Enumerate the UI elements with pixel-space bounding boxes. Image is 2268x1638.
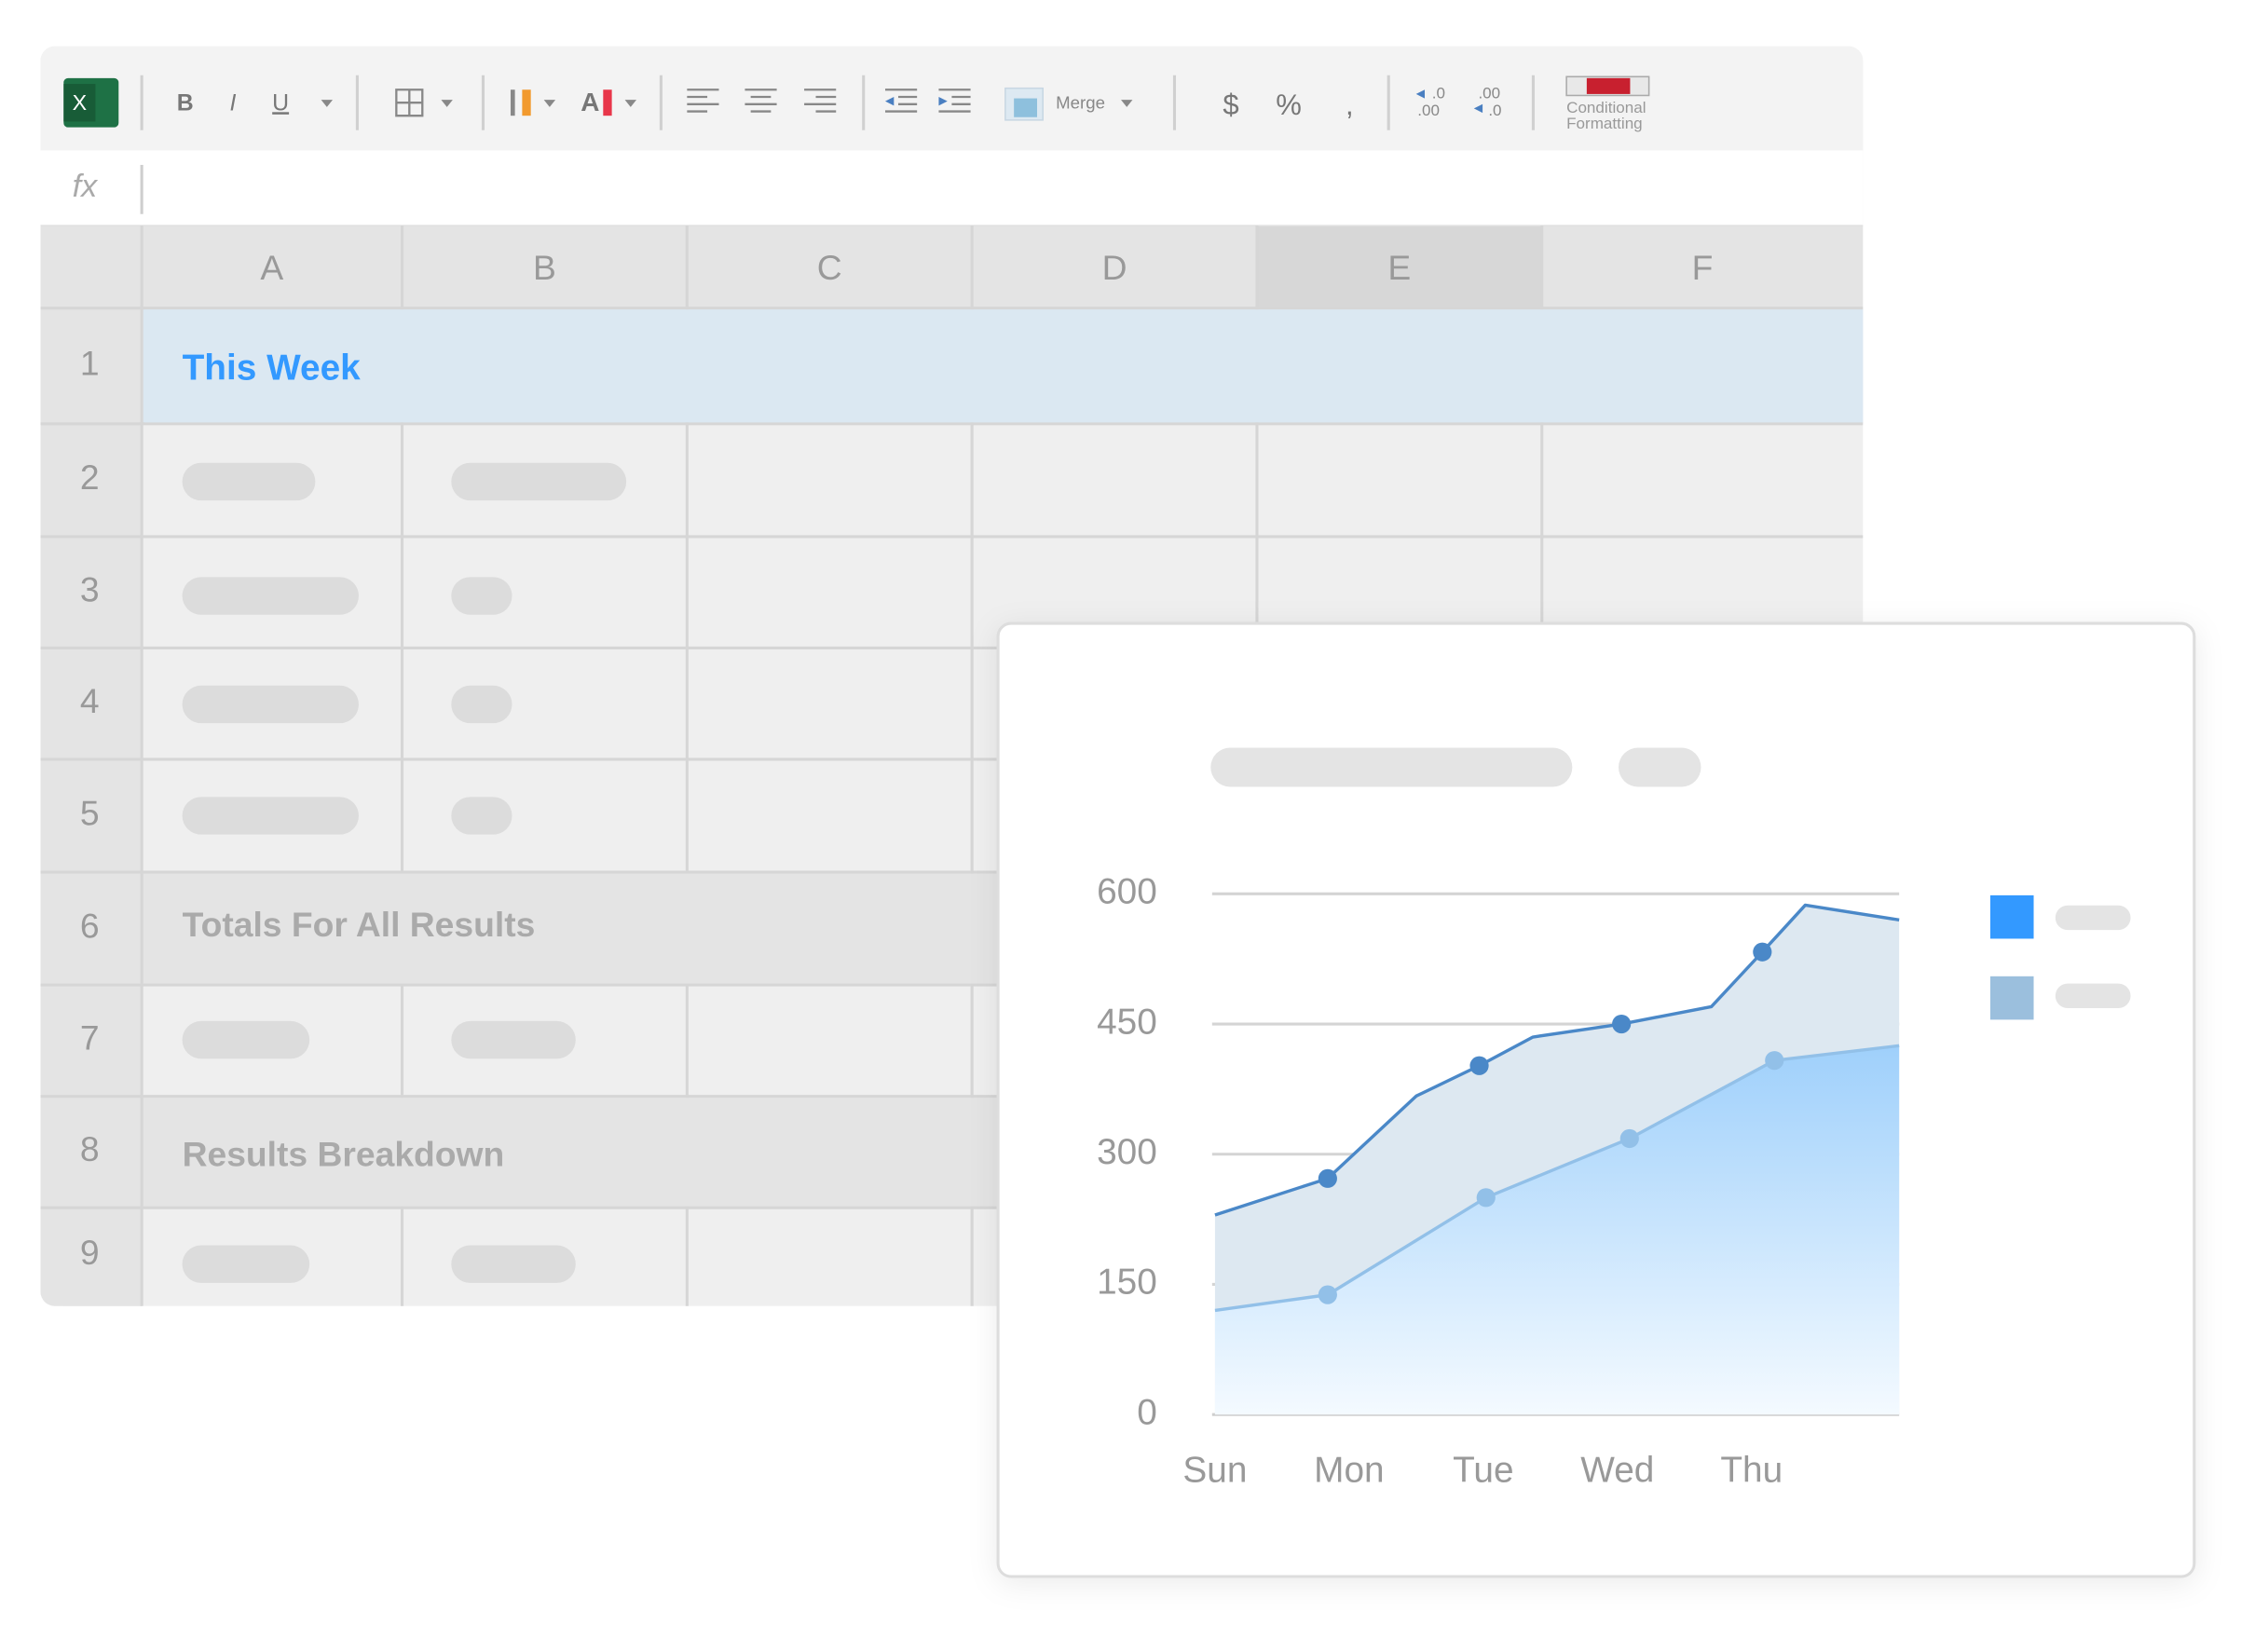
excel-x: X: [73, 90, 88, 115]
row-header: 5: [80, 793, 100, 832]
dropdown-caret: [624, 100, 637, 107]
legend-swatch: [1989, 894, 2034, 939]
toolbar-button[interactable]: ,: [1346, 89, 1354, 121]
dropdown-caret: [543, 100, 556, 107]
row-header: 2: [80, 457, 100, 497]
point: [1753, 942, 1772, 962]
toolbar: [40, 46, 1864, 151]
cell-placeholder: [451, 797, 512, 835]
point: [1469, 1056, 1489, 1075]
line: [1214, 1044, 1900, 1313]
decimal-arrow: [1415, 89, 1426, 99]
point: [1476, 1188, 1496, 1208]
cell-placeholder: [451, 685, 512, 724]
breakdown-label: Results Breakdown: [183, 1135, 505, 1174]
point: [1619, 1128, 1639, 1149]
point: [1612, 1014, 1632, 1034]
merge-label[interactable]: Merge: [1056, 93, 1105, 113]
cell-placeholder: [182, 577, 359, 615]
subtitle-placeholder: [1619, 747, 1701, 787]
cell-placeholder: [182, 797, 359, 835]
point: [1765, 1051, 1784, 1071]
y-tick-label: 300: [1097, 1132, 1157, 1172]
toolbar-button[interactable]: %: [1276, 89, 1302, 121]
column-header-bg: [40, 225, 1864, 308]
increase-decimal: .00: [1417, 102, 1440, 119]
x-tick-label: Wed: [1580, 1450, 1654, 1490]
formula-bar: [40, 150, 1864, 226]
column-header: B: [533, 248, 556, 287]
indent-arrow: [885, 97, 895, 106]
cell-placeholder: [182, 462, 316, 501]
indent-arrow: [938, 97, 948, 106]
toolbar-button[interactable]: I: [229, 90, 236, 116]
row-header: 9: [80, 1233, 100, 1272]
decimal-arrow: [1473, 103, 1483, 114]
cell-placeholder: [182, 1020, 310, 1059]
point: [1318, 1285, 1337, 1304]
y-tick-label: 0: [1137, 1392, 1157, 1432]
excel-icon-x: [63, 84, 96, 122]
x-tick-label: Thu: [1720, 1450, 1783, 1490]
legend-placeholder: [2055, 905, 2131, 931]
row-header: 8: [80, 1129, 100, 1168]
dropdown-caret: [321, 100, 334, 107]
column-header: C: [817, 248, 842, 287]
toolbar-button[interactable]: $: [1223, 89, 1238, 121]
decrease-decimal: .0: [1488, 102, 1501, 119]
y-tick-label: 600: [1097, 872, 1157, 912]
cell-placeholder: [451, 577, 512, 615]
legend-placeholder: [2055, 983, 2131, 1008]
decrease-decimal[interactable]: .00: [1478, 84, 1500, 102]
legend-swatch: [1989, 976, 2034, 1020]
text-color-icon[interactable]: A: [581, 88, 599, 116]
x-tick-label: Tue: [1453, 1450, 1513, 1490]
fx-label: fx: [73, 169, 99, 204]
point: [1318, 1168, 1337, 1188]
column-header: D: [1102, 248, 1127, 287]
area: [1214, 1045, 1900, 1415]
toolbar-button[interactable]: U: [272, 90, 289, 116]
fill-icon[interactable]: [510, 89, 515, 116]
merge-icon-fill: [1014, 98, 1037, 117]
chart-card: 0 150 300 450 600 Sun Mon Tue Wed Thu: [996, 621, 2196, 1578]
x-tick-label: Sun: [1182, 1450, 1247, 1490]
cell-placeholder: [182, 1245, 310, 1283]
cell-placeholder: [451, 1245, 576, 1283]
y-tick-label: 450: [1097, 1002, 1157, 1042]
cf-label: Formatting: [1566, 115, 1643, 132]
increase-decimal[interactable]: .0: [1432, 84, 1445, 102]
y-tick-label: 150: [1097, 1263, 1157, 1303]
column-header: E: [1387, 248, 1411, 287]
totals-label: Totals For All Results: [183, 905, 536, 944]
title-placeholder: [1210, 747, 1573, 787]
cf-icon-red: [1586, 77, 1631, 94]
column-header: A: [260, 248, 283, 287]
cell-placeholder: [182, 685, 359, 724]
borders-icon[interactable]: [395, 89, 424, 117]
column-header: F: [1692, 248, 1714, 287]
merge-cover: [144, 309, 1864, 423]
cell-placeholder: [451, 462, 627, 501]
this-week: This Week: [183, 348, 362, 389]
dropdown-caret: [1121, 100, 1133, 107]
row-header: 7: [80, 1018, 100, 1058]
x-tick-label: Mon: [1314, 1450, 1384, 1490]
row-header: 3: [80, 570, 100, 609]
selected-column-header: [1256, 225, 1542, 308]
row-header: 1: [80, 344, 100, 383]
row-header: 4: [80, 681, 100, 720]
text-color: [603, 89, 612, 116]
fill-color: [522, 89, 531, 116]
line: [1214, 903, 1900, 1217]
dropdown-caret: [441, 100, 453, 107]
toolbar-button[interactable]: B: [177, 90, 194, 116]
row-header: 6: [80, 906, 100, 945]
row-header-bg: [40, 307, 143, 1306]
cf-label[interactable]: Conditional: [1566, 99, 1646, 116]
cell-placeholder: [451, 1020, 576, 1059]
